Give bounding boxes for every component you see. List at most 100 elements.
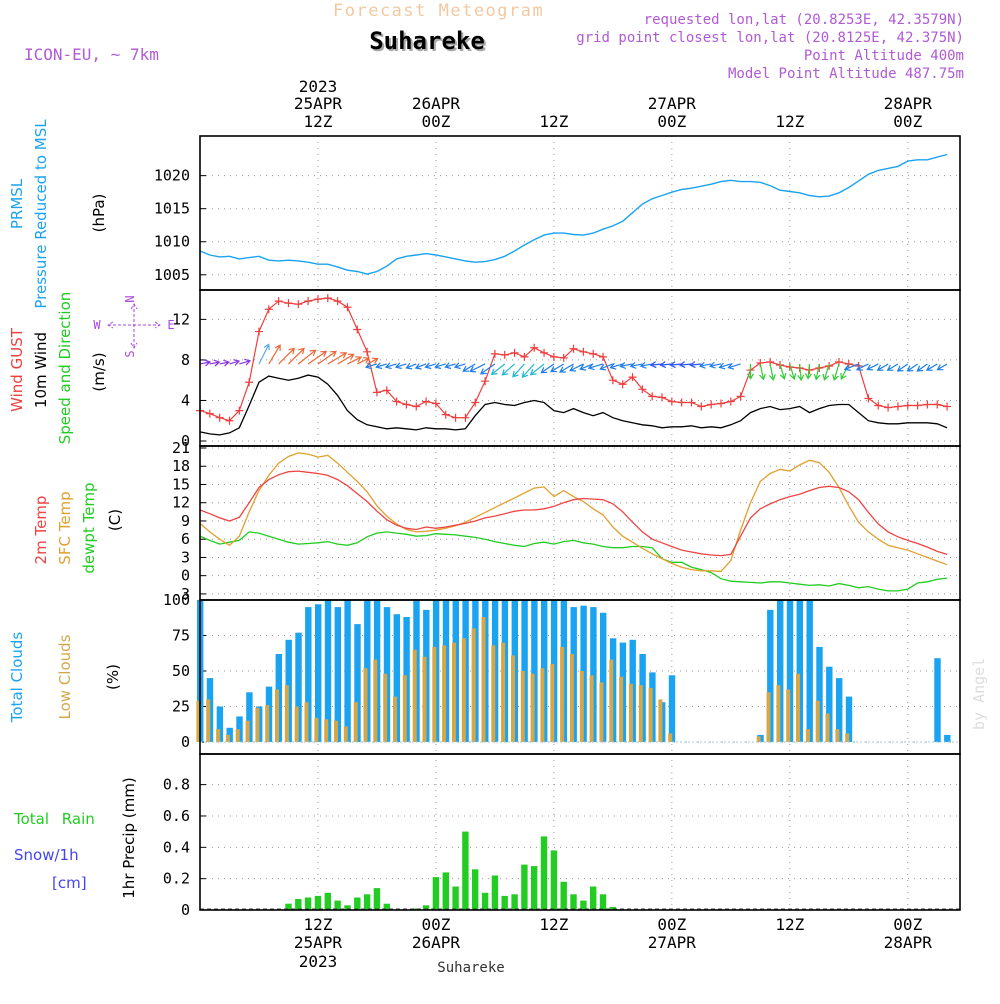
rain-bar bbox=[442, 872, 449, 910]
low-cloud-bar bbox=[491, 645, 496, 742]
compass-n: N bbox=[123, 295, 137, 302]
wind-direction-arrow bbox=[843, 363, 859, 371]
wind-direction-arrow bbox=[424, 362, 437, 370]
wind-direction-arrow bbox=[288, 347, 305, 365]
rain-bar bbox=[590, 886, 597, 910]
wind-direction-arrow bbox=[268, 344, 281, 365]
wind-label-gust: Wind GUST bbox=[8, 327, 26, 412]
gust-point bbox=[294, 300, 303, 309]
y-tick-label: 50 bbox=[172, 662, 190, 680]
y-tick-label: -3 bbox=[172, 585, 190, 603]
rain-bar bbox=[452, 886, 459, 910]
gust-point bbox=[589, 349, 598, 358]
low-cloud-bar bbox=[668, 733, 673, 742]
rain-bar bbox=[501, 895, 508, 910]
bottom-axis-hour: 00Z bbox=[893, 915, 922, 934]
gust-point bbox=[726, 397, 735, 406]
y-tick-label: 8 bbox=[181, 351, 190, 369]
low-cloud-bar bbox=[805, 729, 810, 742]
top-axis-hour: 00Z bbox=[421, 112, 450, 131]
wind-direction-arrow bbox=[307, 350, 328, 365]
low-cloud-bar bbox=[560, 646, 565, 742]
low-cloud-bar bbox=[235, 729, 240, 742]
gust-point bbox=[943, 402, 952, 411]
y-tick-label: 12 bbox=[172, 310, 190, 328]
gust-point bbox=[638, 385, 647, 394]
precip-unit: 1hr Precip (mm) bbox=[120, 777, 138, 898]
gust-point bbox=[235, 406, 244, 415]
grid-point-coords: grid point closest lon,lat (20.8125E, 42… bbox=[576, 30, 964, 46]
low-cloud-bar bbox=[471, 628, 476, 742]
rain-bar bbox=[334, 900, 341, 910]
wind-direction-arrow bbox=[759, 363, 766, 381]
wind-direction-arrow bbox=[866, 363, 879, 371]
gust-point bbox=[658, 393, 667, 402]
wind-direction-arrow bbox=[405, 362, 417, 370]
low-cloud-bar bbox=[304, 702, 309, 742]
rain-bar bbox=[462, 831, 469, 910]
low-cloud-bar bbox=[845, 733, 850, 742]
wind-direction-arrow bbox=[219, 359, 231, 367]
gust-point bbox=[510, 348, 519, 357]
location-title: Suhareke bbox=[369, 27, 485, 55]
model-name: ICON-EU, ~ 7km bbox=[24, 45, 159, 64]
wind-direction-arrow bbox=[678, 361, 692, 369]
gust-point bbox=[343, 303, 352, 312]
total-cloud-bar bbox=[246, 692, 253, 742]
low-cloud-bar bbox=[638, 685, 643, 742]
total-cloud-bar bbox=[590, 607, 597, 742]
rain-bar bbox=[324, 892, 331, 910]
gust-point bbox=[313, 295, 322, 304]
low-cloud-bar bbox=[196, 700, 201, 742]
y-tick-label: 1015 bbox=[154, 200, 190, 218]
wind-direction-arrow bbox=[639, 361, 653, 369]
low-cloud-bar bbox=[786, 689, 791, 742]
gust-point bbox=[441, 410, 450, 419]
low-cloud-bar bbox=[550, 663, 555, 742]
wind-direction-arrow bbox=[490, 363, 506, 376]
wind-direction-arrow bbox=[629, 361, 643, 369]
total-cloud-bar bbox=[668, 675, 676, 742]
gust-point bbox=[648, 392, 657, 401]
rain-bar bbox=[580, 900, 587, 910]
total-cloud-bar bbox=[344, 600, 351, 742]
wind-direction-arrow bbox=[394, 362, 407, 370]
low-cloud-bar bbox=[383, 673, 388, 742]
gust-point bbox=[707, 400, 716, 409]
rain-bar bbox=[354, 897, 361, 910]
precip-label-rain: Total Rain bbox=[13, 810, 95, 828]
y-tick-label: 15 bbox=[172, 475, 190, 493]
total-cloud-bar bbox=[777, 600, 784, 742]
low-cloud-bar bbox=[835, 729, 840, 742]
gust-point bbox=[716, 399, 725, 408]
total-cloud-bar bbox=[934, 658, 941, 742]
y-tick-label: 0.6 bbox=[163, 807, 190, 825]
y-tick-label: 1020 bbox=[154, 167, 190, 185]
low-cloud-bar bbox=[245, 720, 250, 742]
gust-point bbox=[490, 349, 499, 358]
gust-point bbox=[540, 348, 549, 357]
bottom-axis-hour: 12Z bbox=[539, 915, 568, 934]
clouds-label-low: Low Clouds bbox=[56, 634, 74, 719]
wind-direction-arrow bbox=[209, 359, 221, 367]
watermark: by Angel bbox=[970, 658, 988, 730]
low-cloud-bar bbox=[658, 699, 663, 742]
low-cloud-bar bbox=[756, 736, 761, 742]
gust-point bbox=[864, 394, 873, 403]
gust-point bbox=[687, 398, 696, 407]
gust-point bbox=[372, 388, 381, 397]
rain-bar bbox=[531, 866, 538, 910]
bottom-axis-date: 27APR bbox=[648, 933, 697, 952]
gust-point bbox=[461, 413, 470, 422]
bottom-axis-hour: 00Z bbox=[421, 915, 450, 934]
top-axis-year: 2023 bbox=[299, 77, 338, 96]
y-tick-label: 1010 bbox=[154, 233, 190, 251]
low-cloud-bar bbox=[766, 692, 771, 742]
gust-point bbox=[274, 297, 283, 306]
precip-label-snow: Snow/1h bbox=[14, 846, 79, 864]
requested-coords: requested lon,lat (20.8253E, 42.3579N) bbox=[644, 12, 964, 28]
low-cloud-bar bbox=[501, 642, 506, 742]
gust-point bbox=[923, 400, 932, 409]
top-axis-hour: 12Z bbox=[539, 112, 568, 131]
low-cloud-bar bbox=[511, 655, 515, 742]
